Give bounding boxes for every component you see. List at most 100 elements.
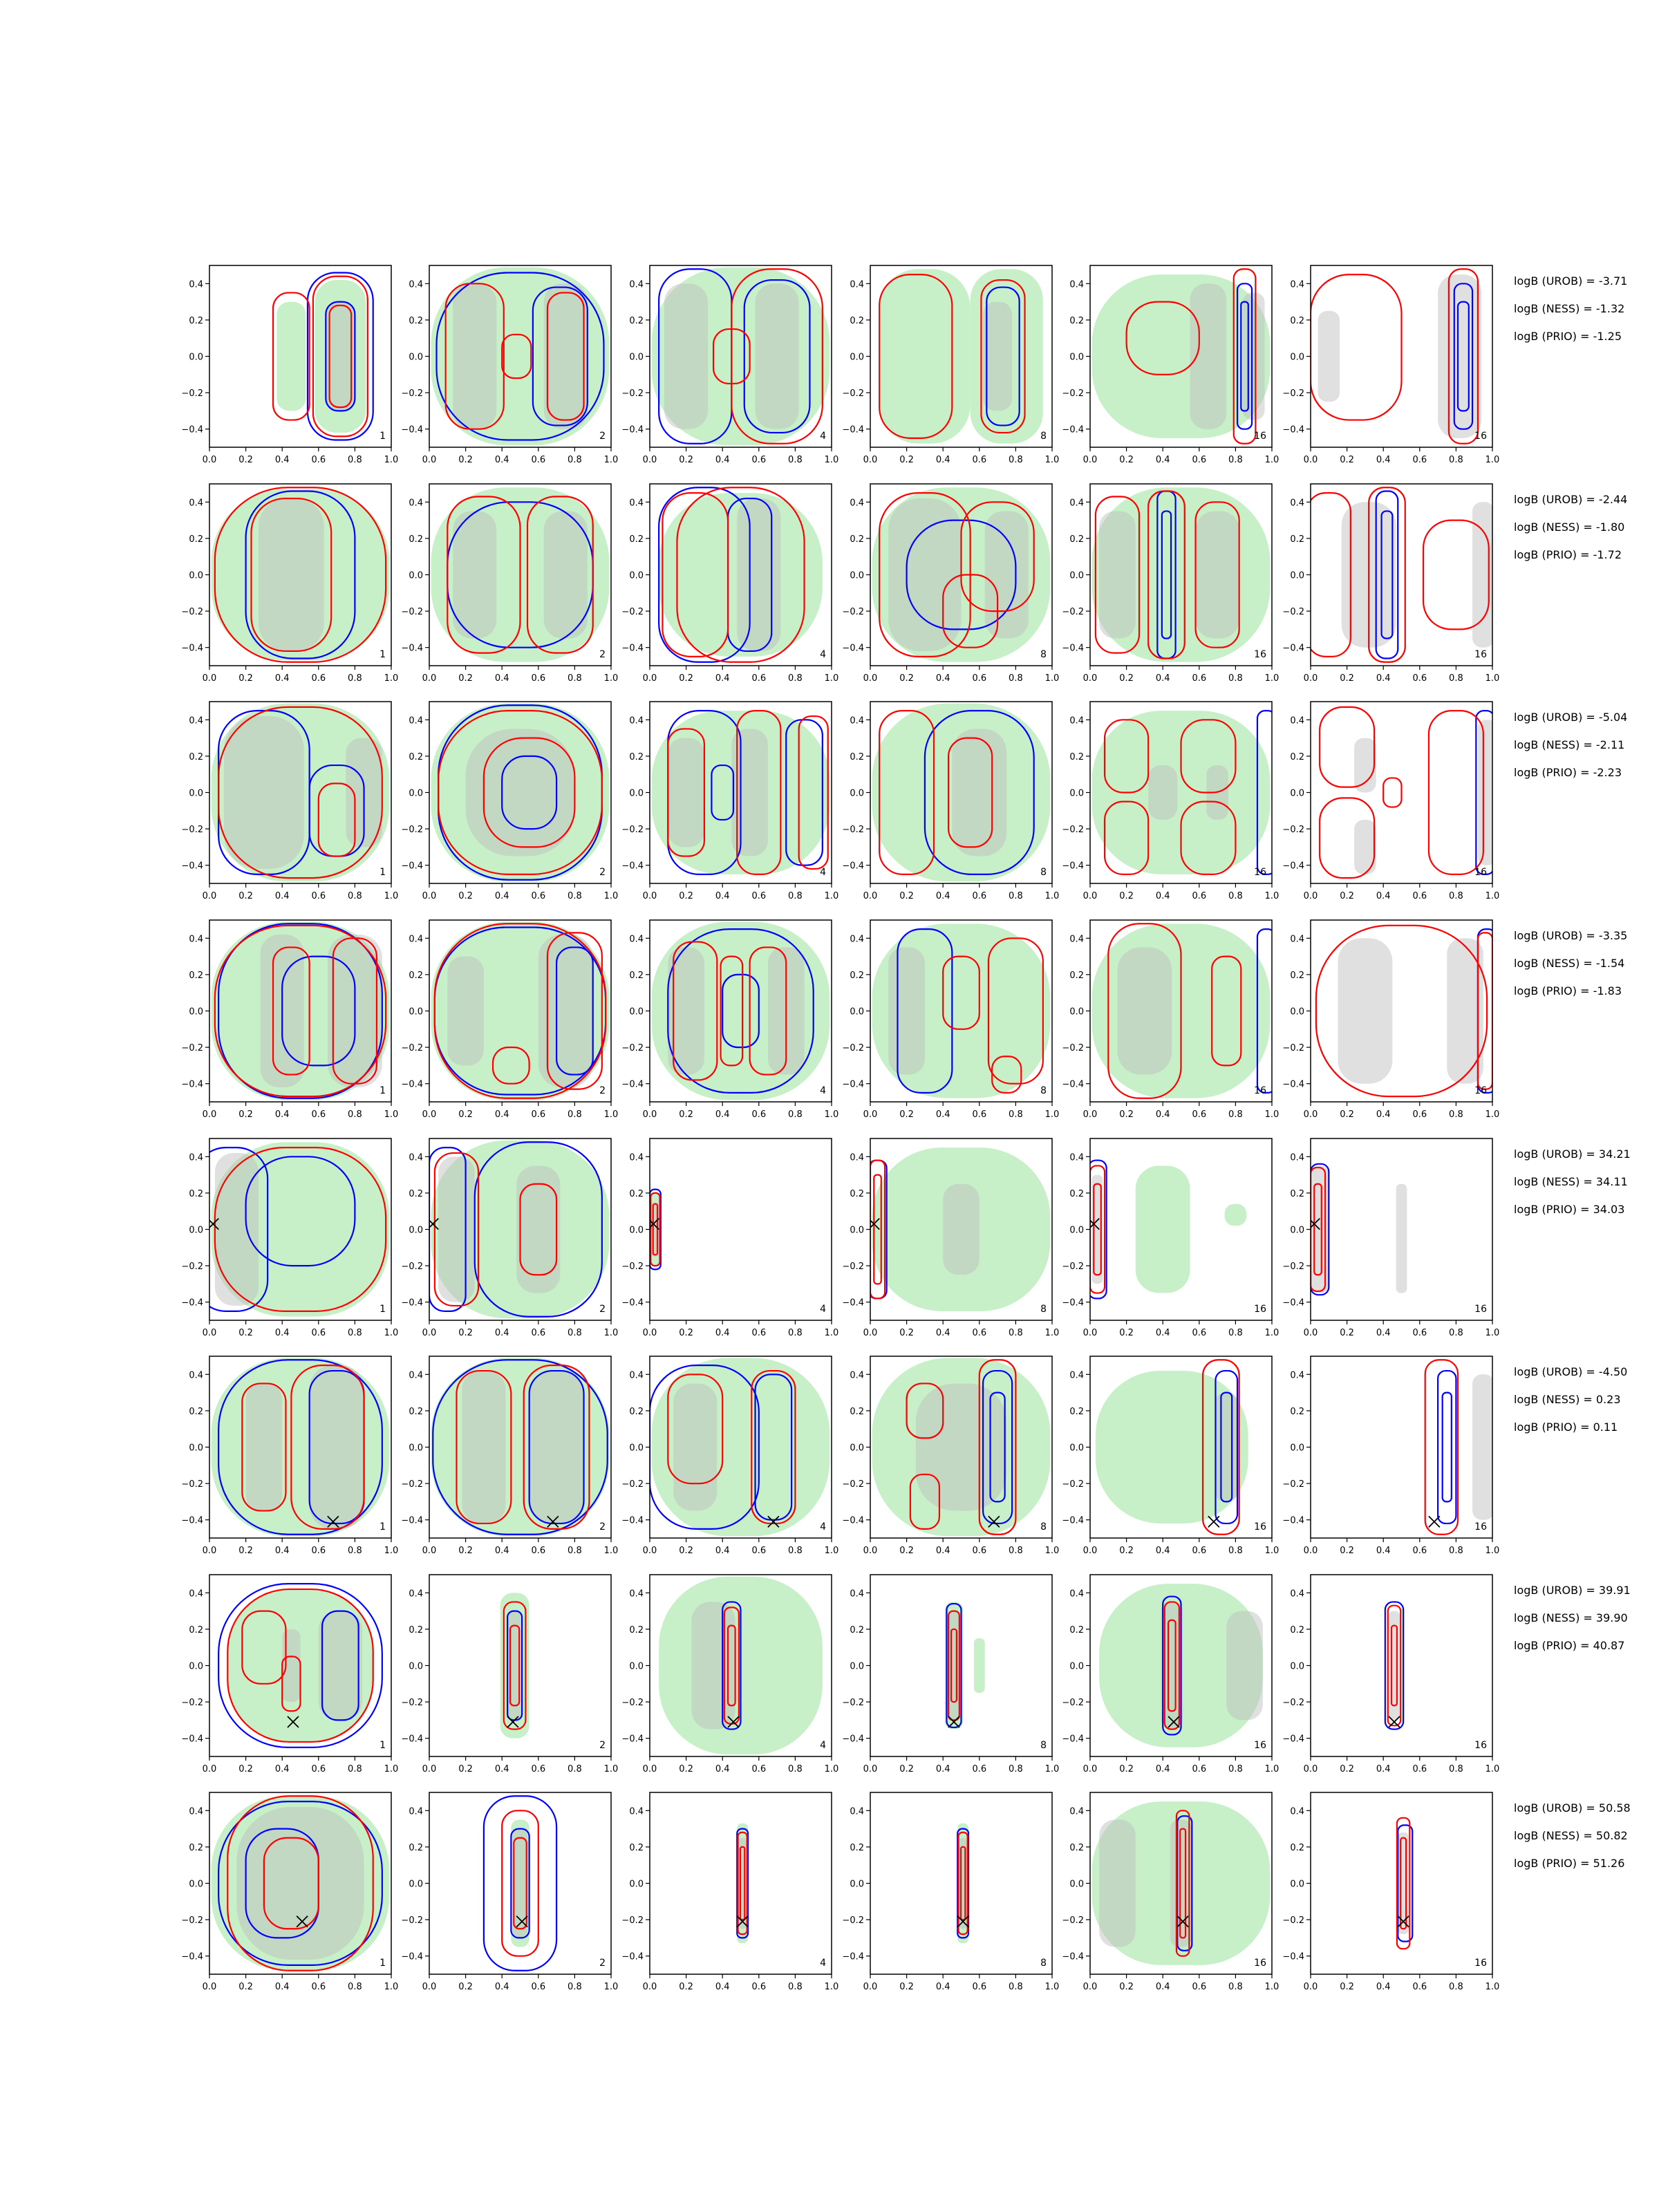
y-tick-label: 0.0 bbox=[1290, 1443, 1304, 1454]
y-tick-label: 0.2 bbox=[1290, 971, 1304, 981]
gray-region-1 bbox=[888, 498, 962, 651]
y-tick-label: 0.2 bbox=[1290, 1843, 1304, 1853]
y-tick-label: −0.4 bbox=[181, 1734, 203, 1745]
gray-region-1 bbox=[1338, 938, 1393, 1084]
panel-frame bbox=[1310, 1574, 1493, 1757]
red-region-1 bbox=[870, 1159, 886, 1300]
blue-region-2 bbox=[1456, 301, 1470, 412]
red-region-2 bbox=[959, 1846, 966, 1921]
x-tick-label: 0.6 bbox=[751, 1764, 766, 1774]
panel-contours bbox=[736, 1823, 749, 1944]
x-tick-label: 0.6 bbox=[531, 1764, 545, 1774]
y-tick-label: −0.2 bbox=[1282, 388, 1304, 399]
x-tick-label: 1.0 bbox=[384, 1764, 399, 1774]
panel-frame bbox=[1310, 483, 1493, 666]
panel-r3-c5: 0.0 0.2 0.4 0.6 0.8 1.0 0.4 0.2 0.0 −0.2 −0.4 16 bbox=[1062, 701, 1279, 901]
gray-region-2 bbox=[1242, 292, 1265, 420]
x-tick-label: 0.4 bbox=[495, 1982, 509, 1992]
logb-line-2: logB (NESS) = 34.11 bbox=[1514, 1175, 1628, 1188]
red-region-2 bbox=[1313, 1183, 1322, 1276]
x-tick-label: 0.4 bbox=[1156, 1109, 1170, 1120]
x-tick-label: 0.0 bbox=[863, 1982, 878, 1992]
logb-line-1: logB (UROB) = -4.50 bbox=[1514, 1365, 1627, 1378]
x-tick-label: 1.0 bbox=[604, 455, 619, 465]
y-tick-label: 0.2 bbox=[1290, 1407, 1304, 1417]
y-tick-label: 0.0 bbox=[1069, 1007, 1084, 1018]
x-tick-label: 1.0 bbox=[1485, 1109, 1500, 1120]
y-tick-label: 0.4 bbox=[409, 715, 423, 726]
x-tick-label: 0.4 bbox=[495, 673, 509, 684]
y-tick-label: −0.2 bbox=[1282, 1043, 1304, 1053]
x-tick-label: 0.0 bbox=[422, 891, 437, 901]
y-tick-label: 0.2 bbox=[1069, 1189, 1084, 1199]
panel-contours bbox=[1311, 487, 1492, 663]
x-tick-label: 0.8 bbox=[788, 1328, 803, 1338]
x-tick-label: 0.6 bbox=[531, 891, 545, 901]
y-tick-label: 0.2 bbox=[629, 1625, 644, 1635]
y-tick-label: −0.2 bbox=[181, 1262, 203, 1272]
logb-line-1: logB (UROB) = -3.35 bbox=[1514, 929, 1627, 942]
green-region-1 bbox=[1095, 1371, 1248, 1524]
logb-line-1: logB (UROB) = 50.58 bbox=[1514, 1801, 1631, 1815]
logb-line-3: logB (PRIO) = -1.25 bbox=[1514, 330, 1622, 343]
x-tick-label: 0.4 bbox=[1156, 1328, 1170, 1338]
blue-region-1 bbox=[785, 719, 823, 866]
truth-marker bbox=[727, 1716, 740, 1728]
y-tick-label: −0.2 bbox=[621, 607, 644, 617]
y-tick-label: −0.2 bbox=[842, 825, 864, 835]
y-tick-label: 0.0 bbox=[850, 789, 864, 799]
panel-r3-c2: 0.0 0.2 0.4 0.6 0.8 1.0 0.4 0.2 0.0 −0.2 −0.4 2 bbox=[401, 701, 618, 901]
y-tick-label: 0.4 bbox=[189, 498, 203, 508]
y-tick-label: 0.4 bbox=[189, 1806, 203, 1817]
y-tick-label: 0.2 bbox=[850, 316, 864, 326]
x-tick-label: 0.4 bbox=[1376, 455, 1391, 465]
gray-region-1 bbox=[1354, 738, 1376, 793]
y-tick-label: 0.0 bbox=[850, 1226, 864, 1236]
truth-marker bbox=[327, 1515, 339, 1528]
green-region-1 bbox=[651, 1358, 830, 1537]
panel-number: 16 bbox=[1254, 1740, 1266, 1751]
panel-number: 16 bbox=[1474, 1304, 1487, 1315]
x-tick-label: 0.0 bbox=[1083, 1764, 1098, 1774]
x-tick-label: 0.4 bbox=[1376, 673, 1391, 684]
red-region-1 bbox=[1090, 1165, 1106, 1294]
y-tick-label: 0.4 bbox=[409, 498, 423, 508]
red-region-2 bbox=[1094, 496, 1141, 654]
x-tick-label: 0.2 bbox=[458, 1764, 473, 1774]
red-region-2 bbox=[1167, 1619, 1177, 1712]
x-tick-label: 0.2 bbox=[238, 1546, 253, 1556]
x-tick-label: 0.4 bbox=[936, 1328, 950, 1338]
gray-region-1 bbox=[438, 1156, 475, 1302]
x-tick-label: 0.8 bbox=[1449, 1764, 1463, 1774]
green-region-1 bbox=[879, 269, 971, 444]
y-tick-label: 0.4 bbox=[1069, 715, 1084, 726]
red-region-2 bbox=[879, 274, 953, 439]
y-tick-label: −0.4 bbox=[621, 1516, 644, 1526]
y-tick-label: 0.0 bbox=[1069, 1662, 1084, 1672]
y-tick-label: 0.2 bbox=[189, 316, 203, 326]
panel-r7-c4: 0.0 0.2 0.4 0.6 0.8 1.0 0.4 0.2 0.0 −0.2 −0.4 8 bbox=[842, 1574, 1059, 1774]
x-tick-label: 0.2 bbox=[458, 1328, 473, 1338]
y-tick-label: −0.4 bbox=[181, 1080, 203, 1090]
y-tick-label: 0.4 bbox=[629, 1588, 644, 1599]
logb-line-3: logB (PRIO) = 34.03 bbox=[1514, 1203, 1624, 1216]
y-tick-label: −0.2 bbox=[621, 1698, 644, 1708]
y-tick-label: 0.0 bbox=[189, 353, 203, 363]
panel-r6-c5: 0.0 0.2 0.4 0.6 0.8 1.0 0.4 0.2 0.0 −0.2 −0.4 16 bbox=[1062, 1356, 1279, 1556]
gray-region-1 bbox=[664, 283, 709, 429]
y-tick-label: 0.2 bbox=[1290, 752, 1304, 762]
gray-region-1 bbox=[1438, 274, 1482, 438]
x-tick-label: 0.4 bbox=[275, 1982, 290, 1992]
blue-region-2 bbox=[281, 955, 356, 1067]
y-tick-label: 0.2 bbox=[1069, 534, 1084, 545]
gray-region-1 bbox=[453, 511, 497, 639]
red-region-1 bbox=[1447, 268, 1479, 444]
x-tick-label: 0.4 bbox=[936, 1109, 950, 1120]
y-tick-label: 0.4 bbox=[1069, 279, 1084, 290]
gray-region-1 bbox=[983, 301, 1013, 411]
y-tick-label: −0.2 bbox=[1062, 825, 1084, 835]
x-tick-label: 0.0 bbox=[203, 455, 217, 465]
gray-region-2 bbox=[1226, 1611, 1263, 1721]
x-tick-label: 0.6 bbox=[972, 673, 986, 684]
y-tick-label: 0.2 bbox=[1290, 1625, 1304, 1635]
